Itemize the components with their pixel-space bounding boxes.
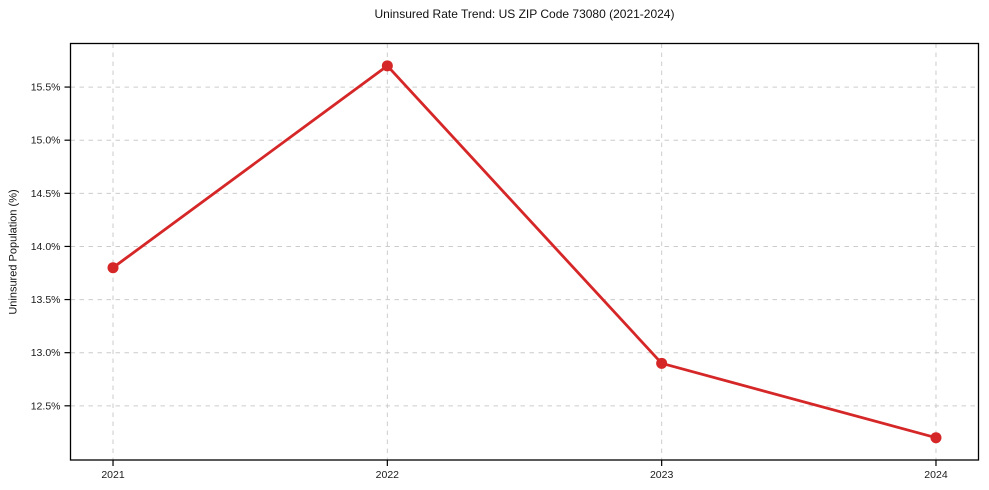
chart-title: Uninsured Rate Trend: US ZIP Code 73080 … xyxy=(374,7,675,21)
axes-border xyxy=(69,42,980,461)
x-tick-label: 2022 xyxy=(376,469,400,481)
x-tick-label: 2024 xyxy=(924,469,948,481)
y-tick-label: 12.5% xyxy=(31,400,61,412)
y-tick-label: 13.0% xyxy=(31,347,61,359)
x-tick-label: 2021 xyxy=(101,469,125,481)
trend-line xyxy=(111,64,938,440)
data-point-marker xyxy=(107,262,119,274)
data-point-marker xyxy=(656,357,668,369)
y-tick-label: 13.5% xyxy=(31,294,61,306)
y-tick-label: 15.5% xyxy=(31,82,61,94)
y-tick-label: 15.0% xyxy=(31,135,61,147)
x-tick-label: 2023 xyxy=(650,469,674,481)
y-tick-label: 14.5% xyxy=(31,188,61,200)
data-point-marker xyxy=(930,432,942,444)
data-point-marker xyxy=(381,60,393,72)
y-tick-label: 14.0% xyxy=(31,241,61,253)
